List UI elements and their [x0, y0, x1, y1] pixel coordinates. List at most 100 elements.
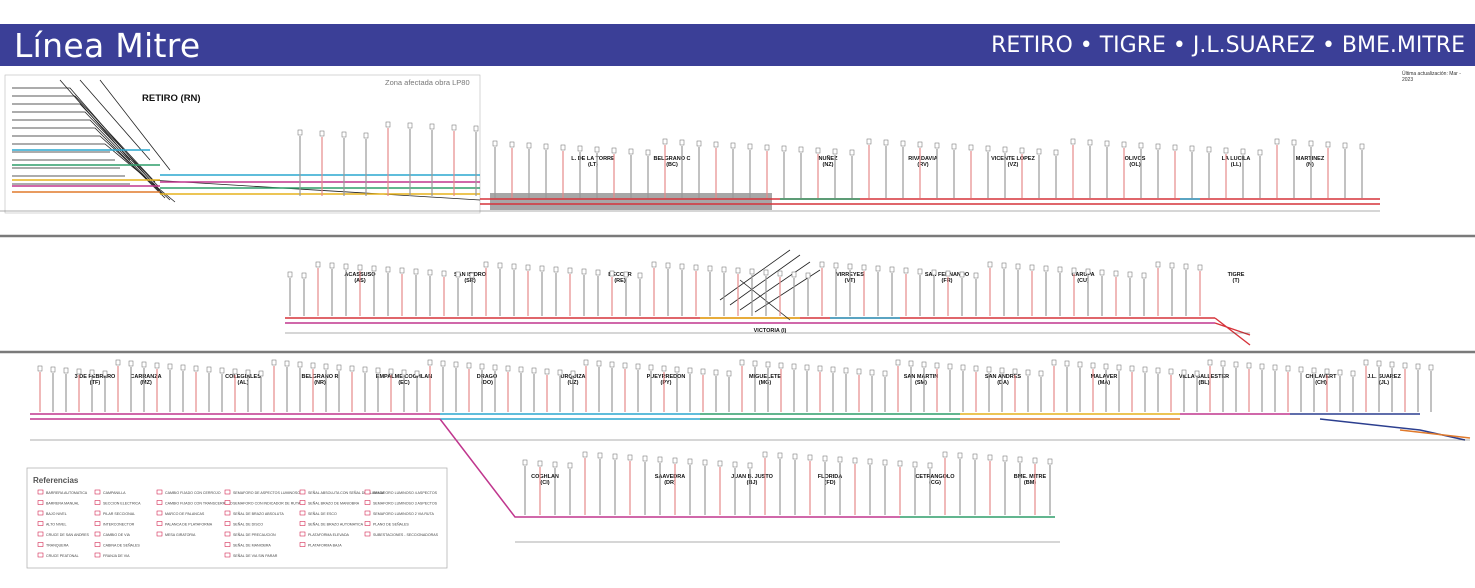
signal-tag	[791, 363, 797, 370]
signal-tag	[596, 360, 602, 367]
station-label: MALAVER (MA)	[1091, 374, 1118, 386]
legend-item-label: SEMAFORO CON INDICADOR DE RUTA	[233, 502, 301, 506]
station-label: VICENTE LOPEZ (VZ)	[991, 156, 1035, 168]
row4-main-tracks	[439, 418, 1055, 518]
legend-symbol	[94, 552, 101, 558]
signal-tag	[693, 264, 699, 271]
signal-tag	[371, 265, 377, 272]
signal-tag	[882, 459, 888, 466]
signal-tag	[700, 368, 706, 375]
signal-tag	[985, 145, 991, 152]
signal-tag	[505, 365, 511, 372]
legend-symbol	[37, 510, 44, 516]
signal-tag	[297, 129, 303, 136]
legend-item-label: SUBESTACIONES - SECCIONADORAS	[373, 533, 439, 537]
signal-tag	[455, 271, 461, 278]
row3-main-tracks	[30, 413, 1471, 441]
signal-tag	[1206, 146, 1212, 153]
signal-tag	[960, 364, 966, 371]
signal-tag	[553, 266, 559, 273]
signal-tag	[343, 263, 349, 270]
signal-tag	[287, 271, 293, 278]
line-routes: RETIRO • TIGRE • J.L.SUAREZ • BME.MITRE	[991, 33, 1465, 58]
signal-tag	[89, 369, 95, 376]
legend-symbol	[299, 531, 306, 537]
signal-tag	[1025, 369, 1031, 376]
station-label: CHILAVERT (CH)	[1305, 374, 1337, 386]
station-label: BELGRANO C (BC)	[654, 156, 691, 168]
legend-item-label: BARRERA AUTOMATICA	[46, 491, 88, 495]
signal-tag	[583, 359, 589, 366]
legend-item-label: BAJO NIVEL	[46, 512, 67, 516]
signal-tag	[822, 455, 828, 462]
legend-symbol	[94, 542, 101, 547]
signal-tag	[1077, 361, 1083, 368]
legend-symbol	[37, 542, 44, 547]
signal-tag	[973, 365, 979, 372]
signal-tag	[1308, 140, 1314, 147]
signal-tag	[537, 460, 543, 467]
legend-symbol	[94, 531, 101, 537]
legend-item-label: FRANJA DE VIA	[103, 554, 130, 558]
legend-item-label: PLANO DE SEÑALES	[373, 522, 409, 527]
signal-tag	[749, 268, 755, 275]
victoria-branch	[719, 249, 821, 321]
signal-tag	[1002, 455, 1008, 462]
signal-tag	[167, 363, 173, 370]
retiro-zone-box	[4, 74, 481, 214]
signal-tag	[648, 364, 654, 371]
signal-tag	[778, 362, 784, 369]
legend-item-label: SEÑAL DE DISCO	[233, 522, 263, 527]
signal-tag	[1291, 139, 1297, 146]
signal-tag	[492, 140, 498, 147]
legend-symbol	[364, 500, 371, 505]
legend-item-label: SEÑAL DE PRECAUCION	[233, 532, 276, 537]
retiro-yard-tracks	[12, 79, 481, 203]
legend-item-label: TRANQUERA	[46, 544, 69, 548]
signal-tag	[959, 271, 965, 278]
signal-tag	[453, 361, 459, 368]
legend-symbol	[224, 542, 231, 547]
signal-tag	[1129, 365, 1135, 372]
legend-item-label: SEÑAL DE VIA SIN PARAR	[233, 553, 278, 558]
row4-station-labels: COGHLAN (CI) SAAVEDRA (DR) JUAN B. JUSTO (BJ)…	[531, 474, 1046, 486]
signal-tag	[687, 367, 693, 374]
signal-tag	[1141, 272, 1147, 279]
signal-tag	[552, 461, 558, 468]
signal-tag	[375, 367, 381, 374]
signal-tag	[931, 269, 937, 276]
signal-tag	[483, 261, 489, 268]
station-label: LA LUCILA (LL)	[1222, 156, 1251, 168]
station-label: L. DE LA TORRE (LT)	[571, 156, 615, 168]
signal-tag	[1324, 368, 1330, 375]
signal-tag	[611, 147, 617, 154]
signal-tag	[921, 361, 927, 368]
legend-item-label: CAMBIO DE VIA	[103, 533, 131, 537]
signal-tag	[1350, 370, 1356, 377]
signal-tag	[440, 360, 446, 367]
legend-box	[26, 467, 448, 569]
station-label: CARRANZA (MZ)	[130, 374, 161, 386]
signal-tag	[1070, 138, 1076, 145]
signal-tag	[469, 272, 475, 279]
signal-tag	[781, 145, 787, 152]
signal-tag	[1311, 367, 1317, 374]
station-label: 3 DE FEBRERO (TF)	[75, 374, 116, 386]
signal-posts	[37, 121, 1434, 515]
legend-item-label: SEÑAL DE ESCO	[308, 511, 337, 516]
signal-tag	[945, 270, 951, 277]
signal-tag	[1017, 456, 1023, 463]
signal-tag	[1415, 363, 1421, 370]
signal-tag	[1233, 361, 1239, 368]
signal-tag	[560, 144, 566, 151]
signal-tag	[651, 261, 657, 268]
signal-tag	[473, 125, 479, 132]
signal-tag	[76, 368, 82, 375]
legend-item-label: PLATAFORMA ELEVADA	[308, 533, 350, 537]
legend-symbol	[299, 500, 306, 505]
station-label: MIGUELETE (MG)	[749, 374, 781, 386]
signal-tag	[1103, 363, 1109, 370]
signal-tag	[1155, 143, 1161, 150]
station-label: TIGRE (T)	[1228, 272, 1245, 284]
signal-tag	[362, 366, 368, 373]
